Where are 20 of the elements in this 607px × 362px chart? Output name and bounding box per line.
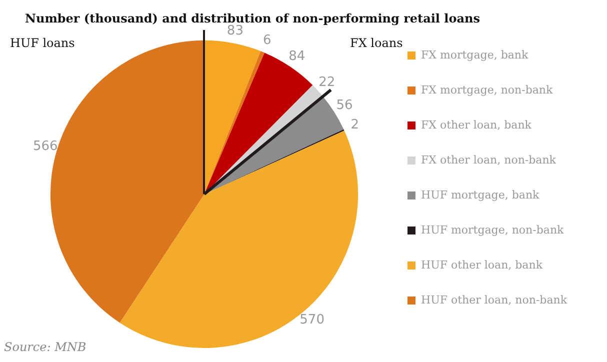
legend-label: FX other loan, bank xyxy=(420,118,532,132)
legend-label: HUF mortgage, bank xyxy=(420,188,540,202)
legend-label: FX other loan, non-bank xyxy=(420,153,556,166)
source-note: Source: MNB xyxy=(4,340,86,354)
text: HUF loans xyxy=(10,36,75,50)
text: FX loans xyxy=(350,36,403,50)
data-label: 83 xyxy=(226,24,244,39)
data-label: 570 xyxy=(300,312,324,328)
data-label: 56 xyxy=(336,98,353,114)
legend-label: FX mortgage, non-bank xyxy=(420,83,554,96)
legend-label: HUF mortgage, non-bank xyxy=(420,223,564,236)
legend-label: HUF other loan, bank xyxy=(420,258,543,272)
data-label: 6 xyxy=(262,33,272,48)
data-label: 2 xyxy=(350,117,360,132)
legend-label: FX mortgage, bank xyxy=(420,48,528,62)
data-label: 566 xyxy=(32,139,58,154)
data-label: 22 xyxy=(318,74,336,90)
data-label: 84 xyxy=(288,49,306,64)
chart-title: Number (thousand) and distribution of non-performing retail loans xyxy=(25,11,480,26)
legend-label: HUF other loan, non-bank xyxy=(420,293,568,306)
